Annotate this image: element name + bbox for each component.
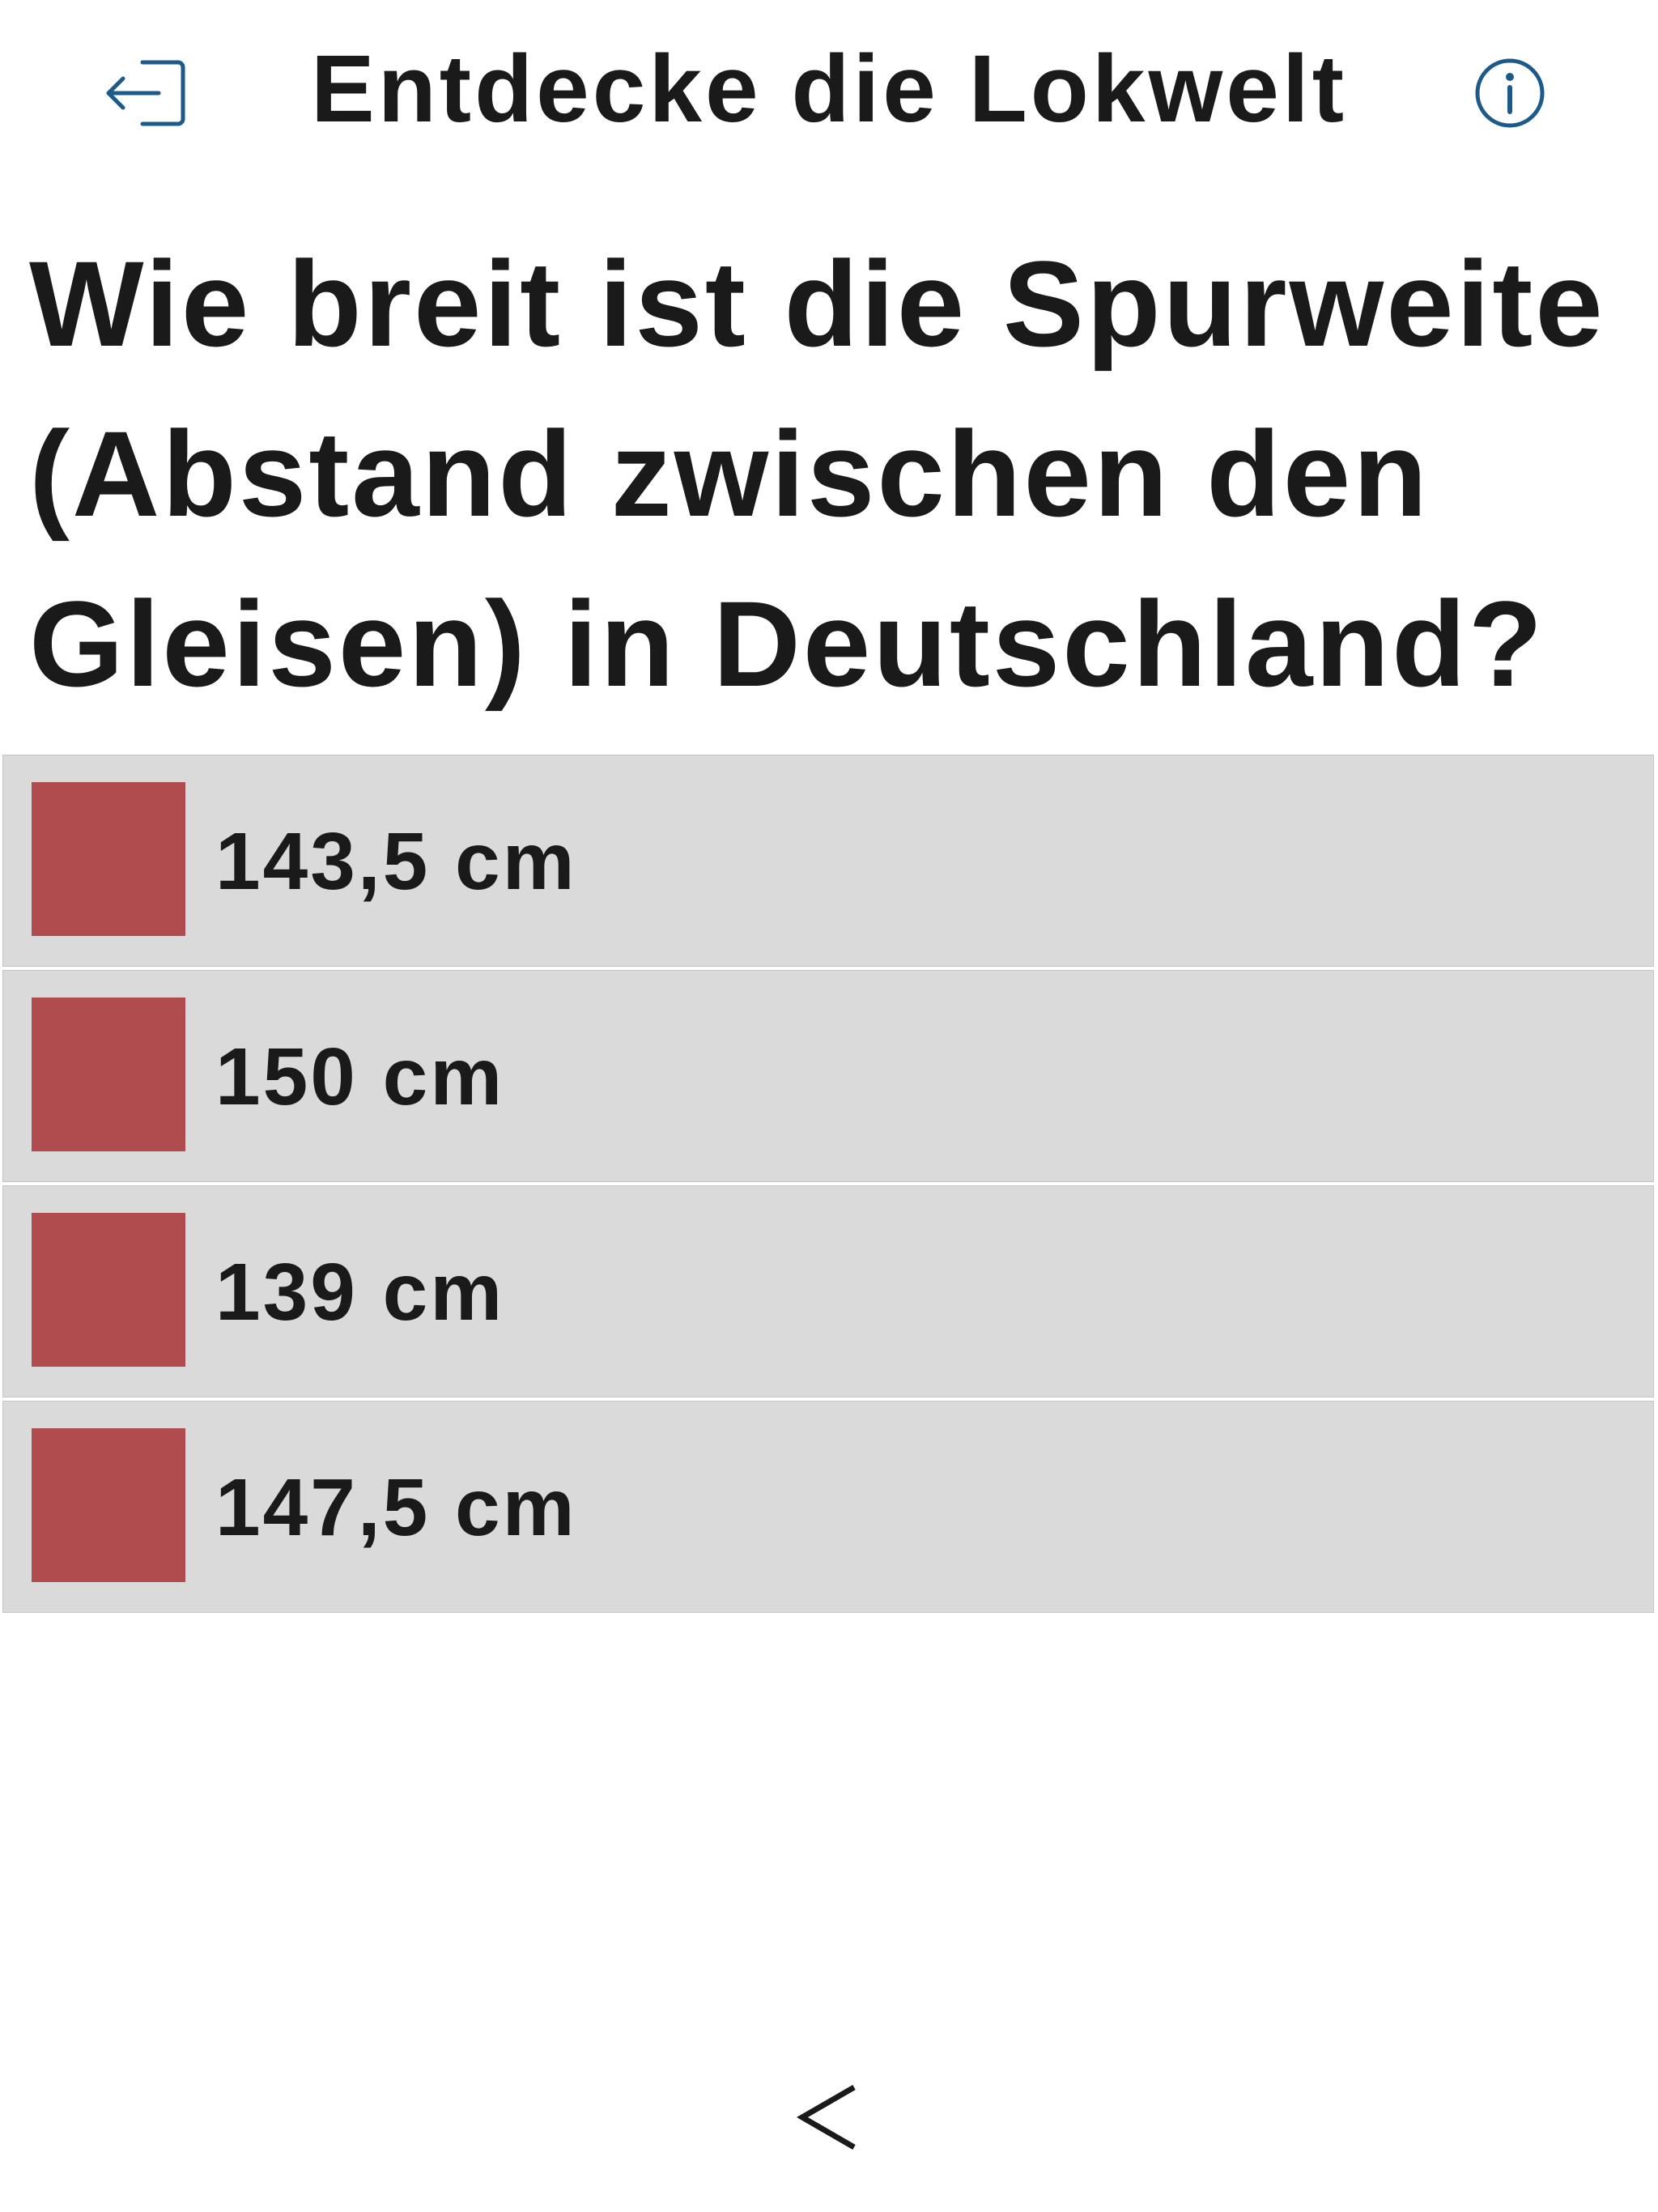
info-button[interactable] <box>1465 49 1554 138</box>
app-title: Entdecke die Lokwelt <box>311 36 1347 143</box>
info-icon <box>1475 58 1545 128</box>
logout-icon <box>106 60 185 126</box>
answer-checkbox[interactable] <box>32 1428 185 1582</box>
answer-label: 139 cm <box>215 1247 505 1338</box>
header-bar: Entdecke die Lokwelt <box>0 0 1658 186</box>
answer-label: 143,5 cm <box>215 816 577 907</box>
answer-checkbox[interactable] <box>32 998 185 1151</box>
question-text: Wie breit ist die Spurweite (Abstand zwi… <box>29 236 1605 712</box>
answer-option[interactable]: 139 cm <box>2 1185 1654 1397</box>
previous-button[interactable] <box>753 2057 903 2178</box>
chevron-left-icon <box>796 2084 856 2150</box>
answer-option[interactable]: 143,5 cm <box>2 755 1654 967</box>
answer-checkbox[interactable] <box>32 782 185 936</box>
answer-label: 147,5 cm <box>215 1462 577 1553</box>
answer-option[interactable]: 150 cm <box>2 970 1654 1182</box>
answer-checkbox[interactable] <box>32 1213 185 1367</box>
answer-option[interactable]: 147,5 cm <box>2 1401 1654 1613</box>
answer-list: 143,5 cm 150 cm 139 cm 147,5 cm <box>2 755 1654 1616</box>
answer-label: 150 cm <box>215 1032 505 1122</box>
exit-button[interactable] <box>101 49 190 138</box>
